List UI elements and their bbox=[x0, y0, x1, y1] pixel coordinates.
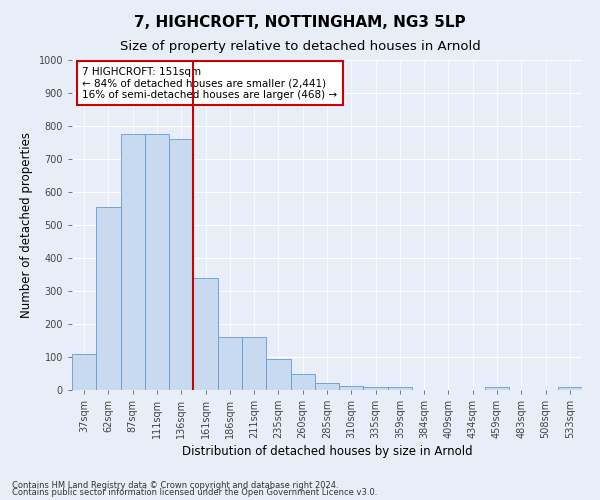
Bar bbox=[145, 134, 169, 390]
Bar bbox=[121, 134, 145, 390]
Bar bbox=[96, 207, 121, 390]
Text: Size of property relative to detached houses in Arnold: Size of property relative to detached ho… bbox=[119, 40, 481, 53]
Text: Contains HM Land Registry data © Crown copyright and database right 2024.: Contains HM Land Registry data © Crown c… bbox=[12, 480, 338, 490]
Bar bbox=[339, 386, 364, 390]
Y-axis label: Number of detached properties: Number of detached properties bbox=[20, 132, 33, 318]
Text: Contains public sector information licensed under the Open Government Licence v3: Contains public sector information licen… bbox=[12, 488, 377, 497]
Bar bbox=[485, 388, 509, 390]
Text: 7, HIGHCROFT, NOTTINGHAM, NG3 5LP: 7, HIGHCROFT, NOTTINGHAM, NG3 5LP bbox=[134, 15, 466, 30]
Bar bbox=[290, 374, 315, 390]
Text: 7 HIGHCROFT: 151sqm
← 84% of detached houses are smaller (2,441)
16% of semi-det: 7 HIGHCROFT: 151sqm ← 84% of detached ho… bbox=[82, 66, 337, 100]
Bar bbox=[169, 139, 193, 390]
Bar bbox=[193, 278, 218, 390]
X-axis label: Distribution of detached houses by size in Arnold: Distribution of detached houses by size … bbox=[182, 446, 472, 458]
Bar bbox=[388, 386, 412, 390]
Bar bbox=[364, 386, 388, 390]
Bar bbox=[242, 337, 266, 390]
Bar bbox=[266, 358, 290, 390]
Bar bbox=[315, 384, 339, 390]
Bar bbox=[218, 337, 242, 390]
Bar bbox=[558, 388, 582, 390]
Bar bbox=[72, 354, 96, 390]
